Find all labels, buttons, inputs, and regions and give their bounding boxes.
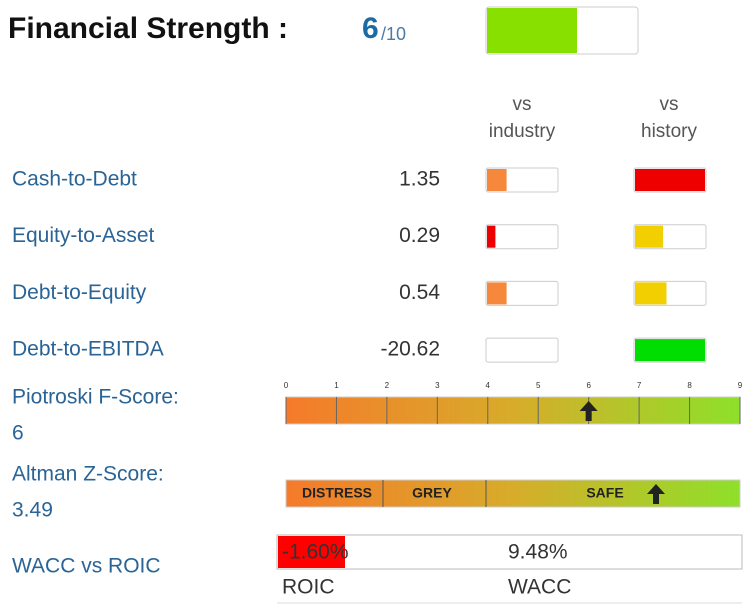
gauge-fill [635, 282, 667, 305]
gauge-fill [635, 339, 705, 362]
tick-label: 2 [385, 381, 390, 390]
piotroski-score: 6 [12, 422, 24, 445]
tick-label: 9 [738, 381, 743, 390]
metric-value: 0.29 [399, 224, 440, 247]
gauge-frame [485, 337, 559, 363]
gauge-fill [635, 169, 705, 191]
tick-label: 0 [284, 381, 289, 390]
piotroski-label: Piotroski F-Score: [12, 386, 179, 409]
gauge-fill [487, 169, 507, 191]
title: Financial Strength : [8, 12, 288, 45]
piotroski-bar [285, 396, 741, 425]
header: vs [513, 94, 532, 115]
gauge-fill [487, 282, 507, 305]
tick-label: 6 [586, 381, 591, 390]
metric-label: Equity-to-Asset [12, 224, 155, 247]
wacc-roic-label: WACC vs ROIC [12, 555, 161, 578]
metric-value: -20.62 [380, 338, 440, 361]
metric-value: 0.54 [399, 281, 440, 304]
tick-label: 8 [687, 381, 692, 390]
metric-label: Debt-to-EBITDA [12, 338, 164, 361]
wacc-name: WACC [508, 576, 571, 599]
metric-label: Cash-to-Debt [12, 168, 137, 191]
roic-value: -1.60% [282, 541, 349, 564]
score-fill [487, 8, 577, 53]
wacc-roic-box [276, 534, 743, 570]
metric-label: Debt-to-Equity [12, 281, 147, 304]
tick-label: 1 [334, 381, 339, 390]
altman-arrow [647, 484, 665, 504]
gauge-fill [635, 225, 663, 248]
altman-label: Altman Z-Score: [12, 463, 164, 486]
tick-label: 3 [435, 381, 440, 390]
metric-value: 1.35 [399, 168, 440, 191]
piotroski-arrow [579, 401, 598, 421]
tick-label: 7 [637, 381, 642, 390]
zone: DISTRESS [302, 485, 372, 501]
gauge-frame [485, 224, 559, 250]
header: industry [489, 121, 556, 142]
roic-name: ROIC [282, 576, 335, 599]
altman-score: 3.49 [12, 499, 53, 522]
tick-label: 5 [536, 381, 541, 390]
wacc-value: 9.48% [508, 541, 568, 564]
roic-fill [278, 536, 345, 568]
header: vs [660, 94, 679, 115]
score: 6 [362, 12, 379, 45]
tick-label: 4 [486, 381, 491, 390]
score-max: /10 [381, 24, 406, 44]
zone: SAFE [586, 485, 623, 501]
gauge-fill [487, 225, 496, 248]
zone: GREY [412, 485, 452, 501]
header: history [641, 121, 697, 142]
